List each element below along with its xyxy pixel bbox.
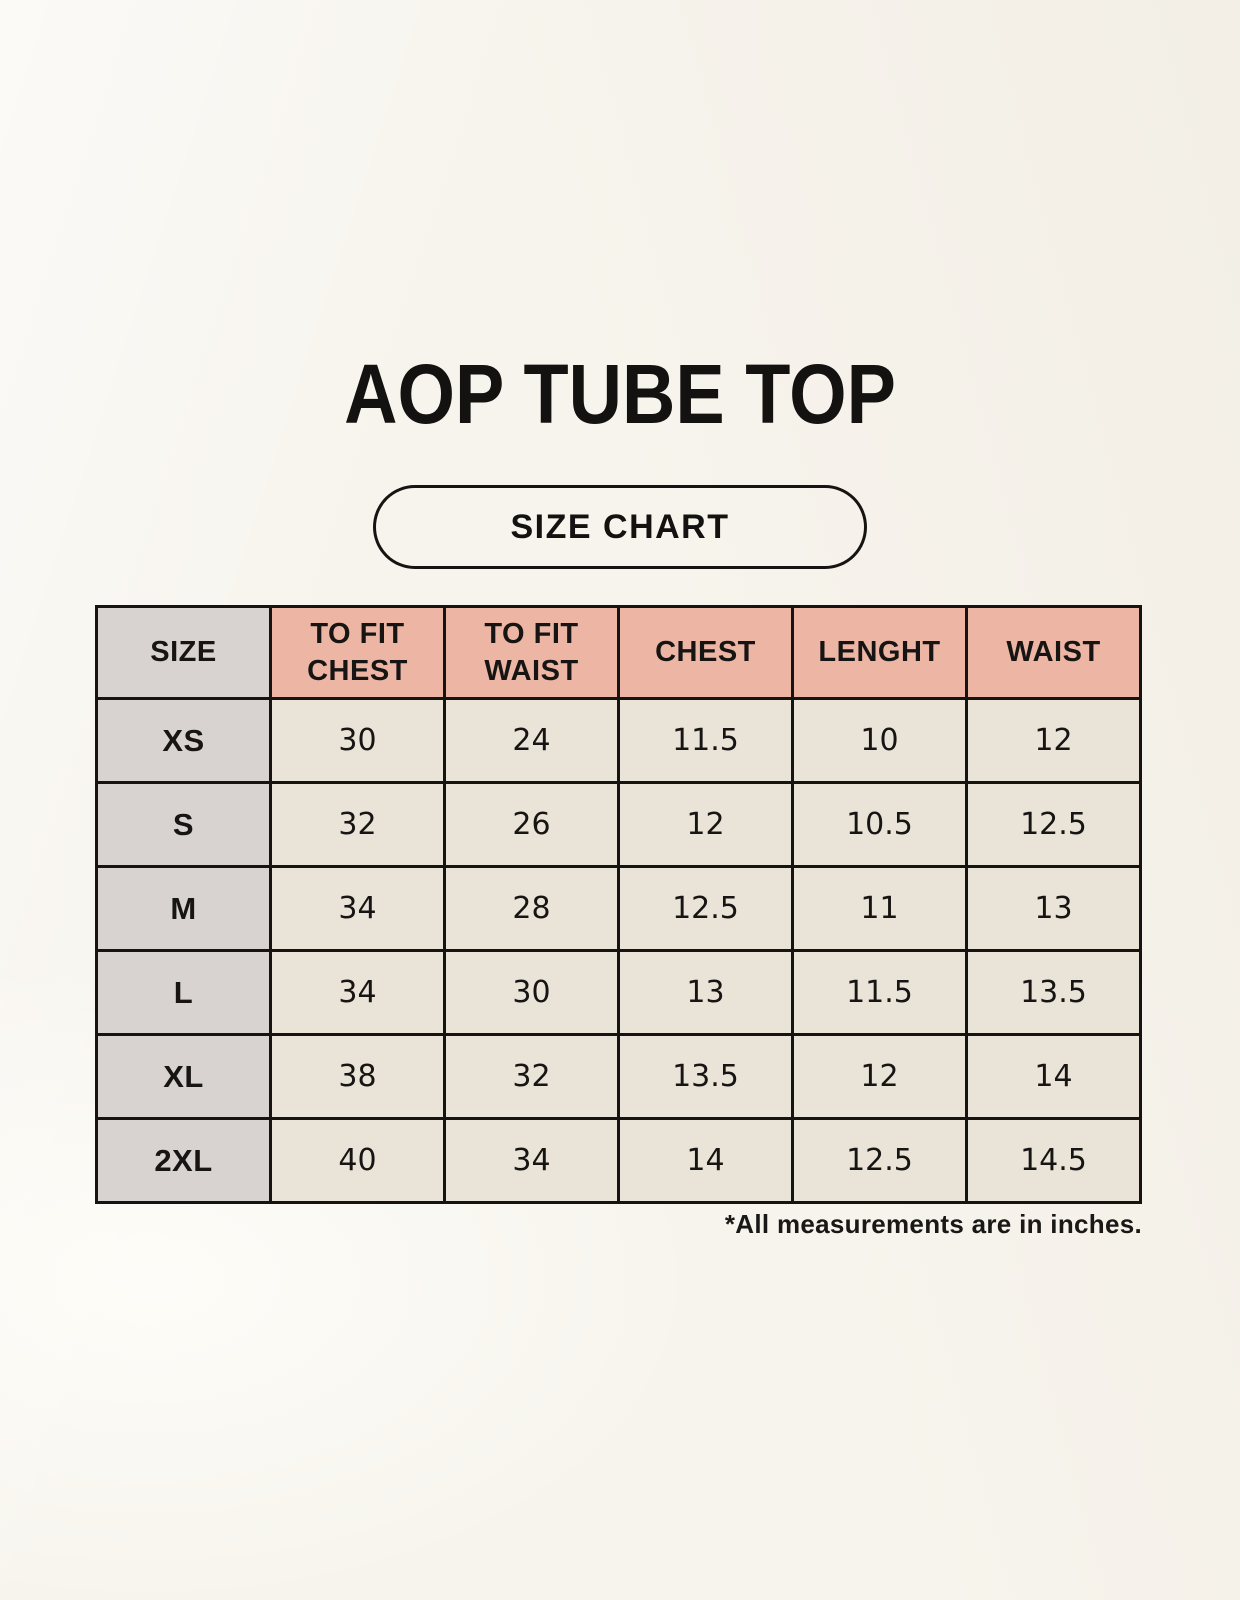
size-cell: S [95, 781, 272, 868]
value-cell: 13 [965, 865, 1142, 952]
size-chart-badge: SIZE CHART [373, 485, 867, 569]
table-row: L 34 30 13 11.5 13.5 [95, 949, 1142, 1036]
table-row: M 34 28 12.5 11 13 [95, 865, 1142, 952]
value-cell: 32 [443, 1033, 620, 1120]
value-cell: 34 [269, 865, 446, 952]
size-chart-badge-label: SIZE CHART [510, 507, 730, 546]
measurement-footnote: *All measurements are in inches. [724, 1209, 1142, 1239]
value-cell: 34 [443, 1117, 620, 1204]
value-cell: 14 [965, 1033, 1142, 1120]
value-cell: 26 [443, 781, 620, 868]
value-cell: 12.5 [617, 865, 794, 952]
column-header-size: SIZE [95, 605, 272, 700]
value-cell: 12 [791, 1033, 968, 1120]
size-cell: XS [95, 697, 272, 784]
value-cell: 14.5 [965, 1117, 1142, 1204]
value-cell: 12.5 [965, 781, 1142, 868]
size-cell: XL [95, 1033, 272, 1120]
column-header-chest: CHEST [617, 605, 794, 700]
size-cell: M [95, 865, 272, 952]
column-header-to-fit-waist: TO FIT WAIST [443, 605, 620, 700]
value-cell: 12.5 [791, 1117, 968, 1204]
value-cell: 10.5 [791, 781, 968, 868]
value-cell: 10 [791, 697, 968, 784]
value-cell: 34 [269, 949, 446, 1036]
size-cell: L [95, 949, 272, 1036]
column-header-lenght: LENGHT [791, 605, 968, 700]
value-cell: 11 [791, 865, 968, 952]
column-header-to-fit-chest: TO FIT CHEST [269, 605, 446, 700]
value-cell: 40 [269, 1117, 446, 1204]
table-row: XL 38 32 13.5 12 14 [95, 1033, 1142, 1120]
value-cell: 14 [617, 1117, 794, 1204]
size-cell: 2XL [95, 1117, 272, 1204]
value-cell: 12 [617, 781, 794, 868]
value-cell: 24 [443, 697, 620, 784]
table-row: 2XL 40 34 14 12.5 14.5 [95, 1117, 1142, 1204]
size-chart-table: SIZE TO FIT CHEST TO FIT WAIST CHEST LEN… [95, 605, 1142, 1204]
value-cell: 32 [269, 781, 446, 868]
value-cell: 30 [269, 697, 446, 784]
table-row: XS 30 24 11.5 10 12 [95, 697, 1142, 784]
value-cell: 13.5 [965, 949, 1142, 1036]
value-cell: 30 [443, 949, 620, 1036]
value-cell: 38 [269, 1033, 446, 1120]
column-header-waist: WAIST [965, 605, 1142, 700]
header-row: SIZE TO FIT CHEST TO FIT WAIST CHEST LEN… [95, 605, 1142, 700]
value-cell: 13 [617, 949, 794, 1036]
page-title: AOP TUBE TOP [344, 347, 896, 441]
value-cell: 12 [965, 697, 1142, 784]
value-cell: 11.5 [791, 949, 968, 1036]
value-cell: 13.5 [617, 1033, 794, 1120]
table-row: S 32 26 12 10.5 12.5 [95, 781, 1142, 868]
value-cell: 28 [443, 865, 620, 952]
value-cell: 11.5 [617, 697, 794, 784]
